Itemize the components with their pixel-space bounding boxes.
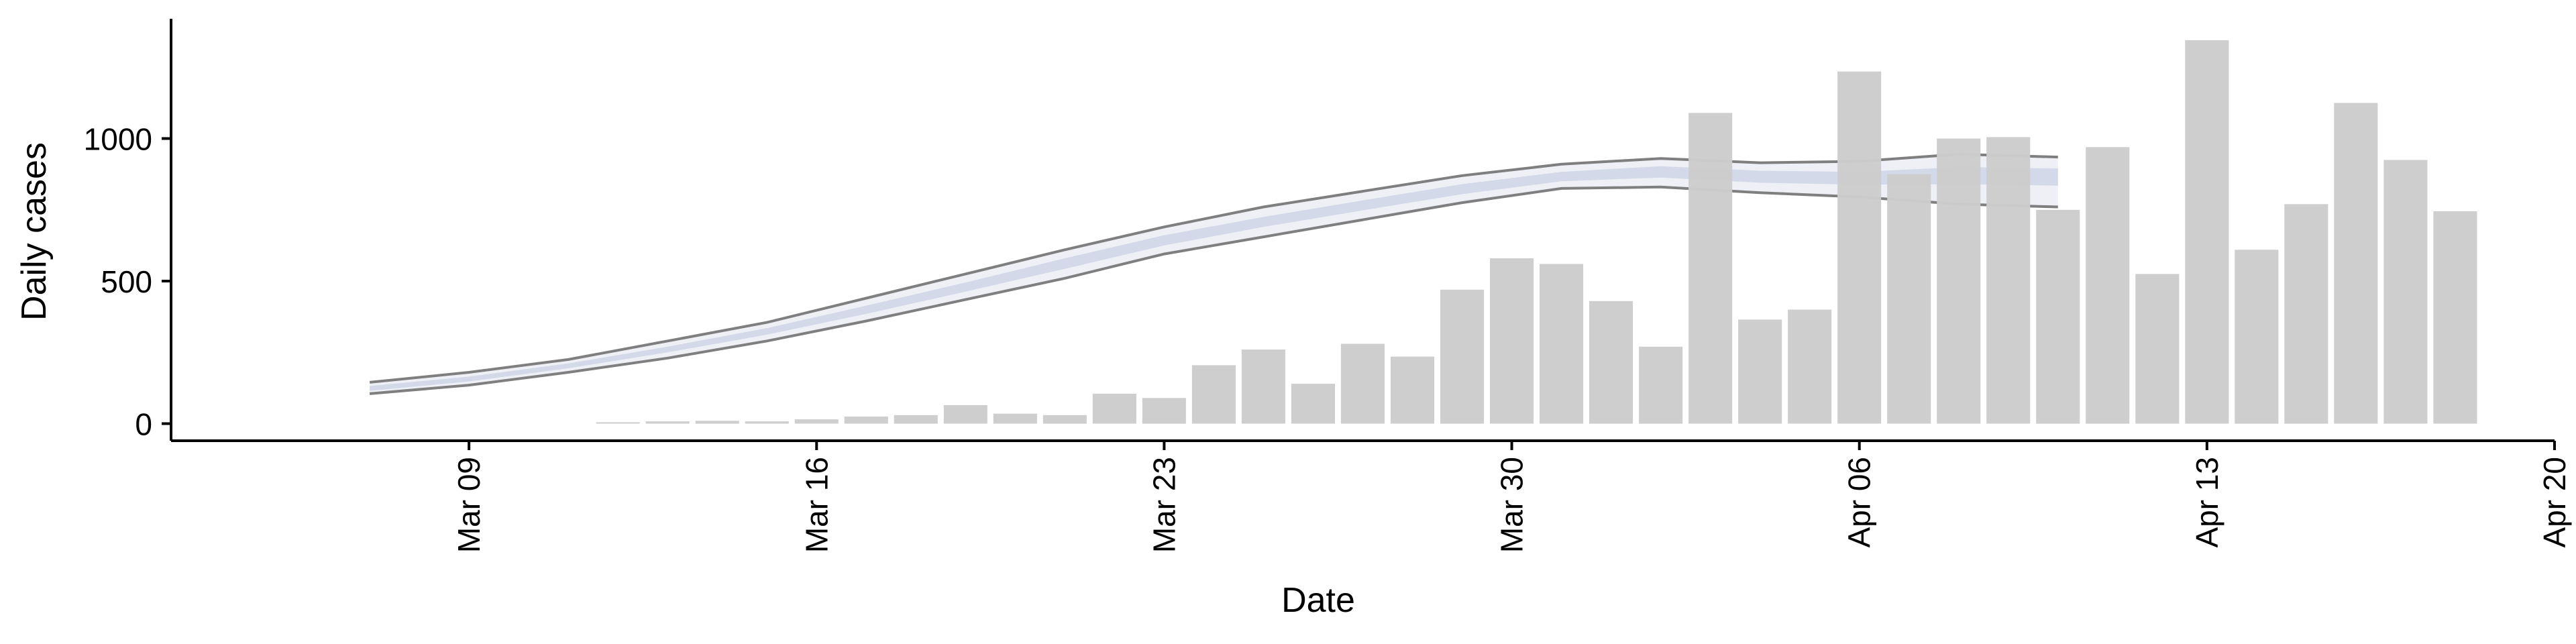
bar-layer [596, 40, 2477, 424]
bar [1092, 393, 1136, 424]
y-axis-label: Daily cases [15, 142, 54, 321]
bar [2086, 147, 2130, 424]
y-tick-label: 500 [101, 264, 152, 299]
bar [2284, 204, 2328, 424]
band-lower-edge [369, 185, 2058, 395]
bar [1440, 289, 1485, 424]
bar [1589, 301, 1633, 424]
bar [1837, 71, 1882, 424]
bar [596, 422, 640, 424]
bar [1490, 258, 1534, 424]
bar [1937, 138, 1981, 424]
axes: 0 500 1000 Mar 09 Mar 16 Mar 23 Mar 30 Apr 06 Ap… [84, 19, 2572, 553]
bar [695, 421, 739, 424]
x-tick-label: Mar 16 [799, 457, 834, 553]
bar [1738, 319, 1782, 424]
y-tick-label: 0 [135, 407, 152, 442]
bar [1042, 415, 1087, 424]
bar [2235, 250, 2279, 424]
band-inner [370, 166, 2058, 391]
bar [1540, 264, 1584, 424]
band-upper-edge [369, 152, 2058, 384]
x-tick-label: Apr 13 [2190, 457, 2224, 548]
band-outer [370, 154, 2058, 394]
x-tick-label: Mar 23 [1146, 457, 1181, 553]
x-tick-label: Mar 09 [451, 457, 486, 553]
bar [745, 421, 789, 424]
bar [993, 413, 1037, 424]
bar [2433, 211, 2477, 424]
bar [2185, 40, 2229, 424]
x-tick-label: Apr 06 [1842, 457, 1877, 548]
bar [1340, 343, 1385, 424]
bar [1986, 137, 2031, 424]
bar [943, 405, 987, 424]
bar [2334, 103, 2378, 424]
bar [2383, 160, 2428, 424]
estimate-band-layer [369, 152, 2058, 395]
bar [894, 415, 938, 424]
x-tick-label: Apr 20 [2537, 457, 2572, 548]
x-axis-label: Date [1281, 581, 1355, 620]
bar [1291, 384, 1335, 424]
bar [1142, 398, 1186, 424]
y-tick-label: 1000 [84, 122, 152, 157]
bar [844, 416, 888, 424]
bar [794, 419, 839, 424]
bar [1241, 350, 1285, 424]
bar [1391, 356, 1435, 424]
bar [1887, 174, 1931, 424]
bar [2135, 274, 2180, 424]
bar [2036, 209, 2080, 424]
x-tick-label: Mar 30 [1495, 457, 1529, 553]
bar [1788, 309, 1832, 424]
bar [1688, 113, 1733, 424]
bar [1639, 346, 1683, 424]
bar [645, 421, 690, 424]
bar [1191, 365, 1236, 424]
